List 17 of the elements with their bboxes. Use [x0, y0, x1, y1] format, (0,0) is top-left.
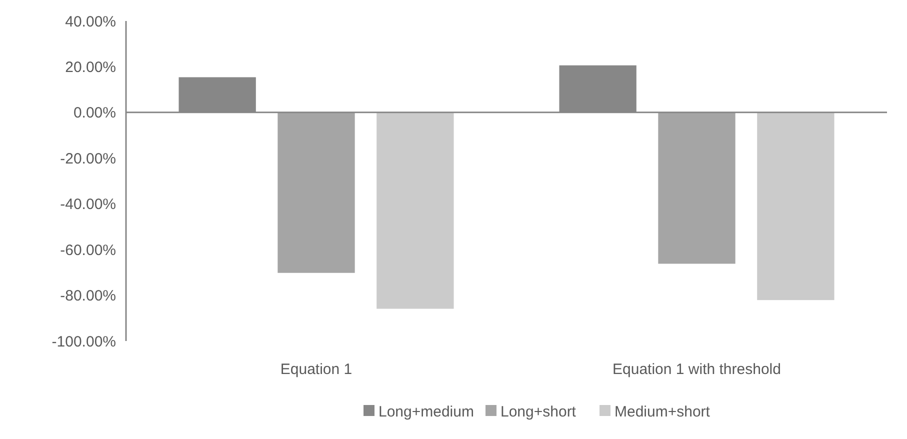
bar	[278, 112, 355, 273]
x-tick-label: Equation 1	[280, 361, 352, 378]
legend-label: Long+medium	[378, 403, 474, 420]
bar	[757, 112, 834, 300]
y-tick-label: -20.00%	[60, 150, 116, 168]
x-tick-label: Equation 1 with threshold	[612, 361, 781, 378]
bar	[658, 112, 736, 264]
y-tick-label: 40.00%	[65, 13, 116, 30]
legend-label: Long+short	[500, 403, 577, 420]
y-tick-label: -40.00%	[60, 196, 116, 214]
y-tick-label: -100.00%	[52, 333, 116, 350]
y-tick-label: 0.00%	[73, 104, 116, 122]
y-tick-label: -60.00%	[60, 242, 116, 259]
legend-label: Medium+short	[614, 403, 711, 420]
y-tick-label: 20.00%	[65, 58, 116, 76]
bar	[376, 112, 454, 309]
y-tick-label: -80.00%	[60, 288, 116, 305]
